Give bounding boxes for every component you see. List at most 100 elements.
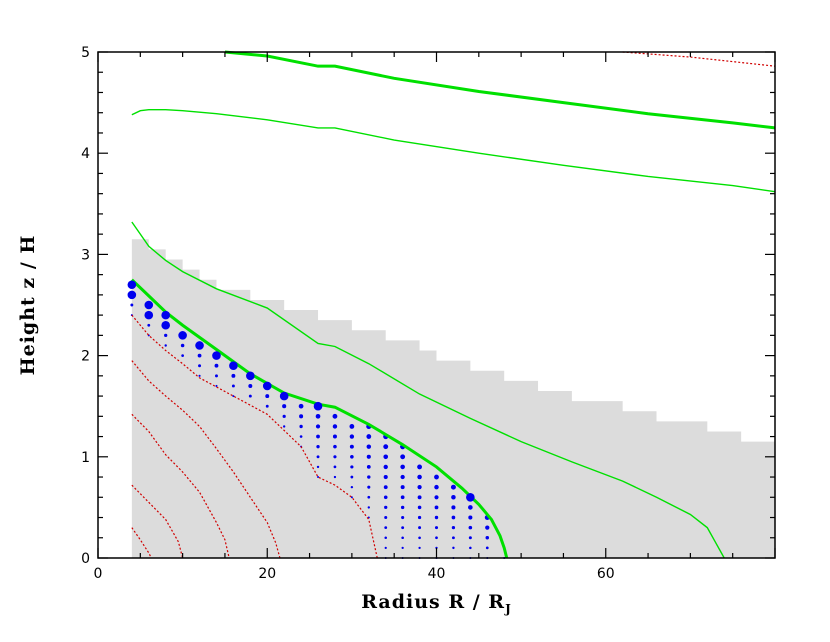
x-axis-title-main: Radius R / R xyxy=(361,591,505,613)
y-tick-label: 4 xyxy=(81,146,90,162)
grid-dot xyxy=(299,414,304,419)
x-tick-label: 0 xyxy=(94,566,103,582)
grid-dot xyxy=(400,485,405,490)
grid-dot xyxy=(383,464,388,470)
red-dotted-contour xyxy=(131,527,152,559)
large-point xyxy=(212,351,221,360)
red-dotted-contour xyxy=(131,484,184,559)
grid-dot xyxy=(198,374,201,377)
grid-dot xyxy=(485,525,490,530)
large-point xyxy=(161,310,170,320)
grid-dot xyxy=(164,344,167,347)
grid-dot xyxy=(383,485,388,490)
grid-dot xyxy=(350,455,354,459)
grid-dot xyxy=(384,516,388,520)
grid-dot xyxy=(367,495,371,499)
large-point xyxy=(229,361,238,371)
grid-dot xyxy=(400,454,406,460)
grid-dot xyxy=(468,515,473,520)
grid-dot xyxy=(451,505,456,510)
grid-dot xyxy=(332,434,337,439)
grid-dot xyxy=(367,475,371,479)
grid-dot xyxy=(383,454,389,460)
grid-dot xyxy=(282,404,287,409)
grid-dot xyxy=(265,404,269,408)
grid-dot xyxy=(451,495,456,500)
grid-dot xyxy=(417,474,422,480)
large-point xyxy=(178,331,187,340)
grid-dot xyxy=(316,445,320,449)
grid-dot xyxy=(434,515,439,520)
grid-dot xyxy=(367,506,370,509)
grid-dot xyxy=(215,384,218,387)
large-point xyxy=(195,341,204,350)
grid-dot xyxy=(384,546,387,550)
grid-dot xyxy=(283,425,286,428)
grid-dot xyxy=(417,495,422,500)
grid-dot xyxy=(468,536,472,540)
grid-dot xyxy=(299,424,303,429)
grid-dot xyxy=(316,434,320,439)
grid-dot xyxy=(214,363,219,368)
grid-dot xyxy=(366,465,371,469)
large-point xyxy=(246,371,255,381)
grid-dot xyxy=(198,364,202,368)
grid-dot xyxy=(401,546,404,550)
grid-dot xyxy=(333,455,337,459)
grid-dot xyxy=(316,465,320,469)
green-thick-contour xyxy=(130,278,509,559)
red-dotted-contour xyxy=(622,51,776,67)
grid-dot xyxy=(333,444,337,449)
grid-dot xyxy=(366,444,372,449)
grid-dot xyxy=(400,495,405,500)
large-point xyxy=(161,320,170,330)
grid-dot xyxy=(197,353,202,358)
large-point xyxy=(262,381,272,391)
x-axis-title-subscript: J xyxy=(504,602,512,616)
grid-dot xyxy=(315,413,321,419)
grid-dot xyxy=(384,526,388,530)
grid-dot xyxy=(418,526,422,530)
grid-dot xyxy=(417,464,423,470)
x-tick-label: 60 xyxy=(597,566,615,582)
grid-dot xyxy=(349,434,355,439)
grid-dot xyxy=(181,354,184,357)
grid-dot xyxy=(485,536,490,540)
grid-dot xyxy=(248,394,252,398)
grid-dot xyxy=(451,515,456,520)
large-points-layer xyxy=(127,280,475,502)
grid-dot xyxy=(332,413,338,419)
grid-dot xyxy=(350,496,353,499)
grid-dot xyxy=(349,444,354,449)
grid-dot xyxy=(147,323,151,327)
grid-dot xyxy=(452,536,455,540)
grid-dot xyxy=(435,536,438,540)
grid-dot xyxy=(282,414,286,418)
grid-dot xyxy=(349,424,355,429)
grid-dot xyxy=(231,384,235,388)
grid-dot xyxy=(332,424,338,429)
y-axis-title: Height z / H xyxy=(17,235,39,376)
grid-dot xyxy=(485,546,489,550)
grid-dot xyxy=(130,303,134,307)
grid-dot xyxy=(401,526,405,530)
grid-dot xyxy=(232,395,235,398)
grid-dot xyxy=(298,403,304,409)
large-point xyxy=(279,391,289,401)
shaded-region xyxy=(131,239,776,558)
grid-dot xyxy=(350,485,354,489)
x-tick-label: 40 xyxy=(428,566,446,582)
y-tick-label: 5 xyxy=(81,45,90,61)
large-point xyxy=(466,492,475,502)
grid-dot xyxy=(400,464,405,470)
grid-dot xyxy=(317,476,320,479)
y-tick-label: 0 xyxy=(81,551,90,567)
shaded-region-layer xyxy=(131,239,776,558)
grid-dot xyxy=(383,474,388,480)
green-thin-contour xyxy=(131,108,776,193)
grid-dot xyxy=(316,455,320,459)
grid-dot xyxy=(400,505,405,510)
grid-dot xyxy=(383,444,389,450)
grid-dot xyxy=(468,525,473,530)
y-tick-label: 1 xyxy=(81,450,90,466)
